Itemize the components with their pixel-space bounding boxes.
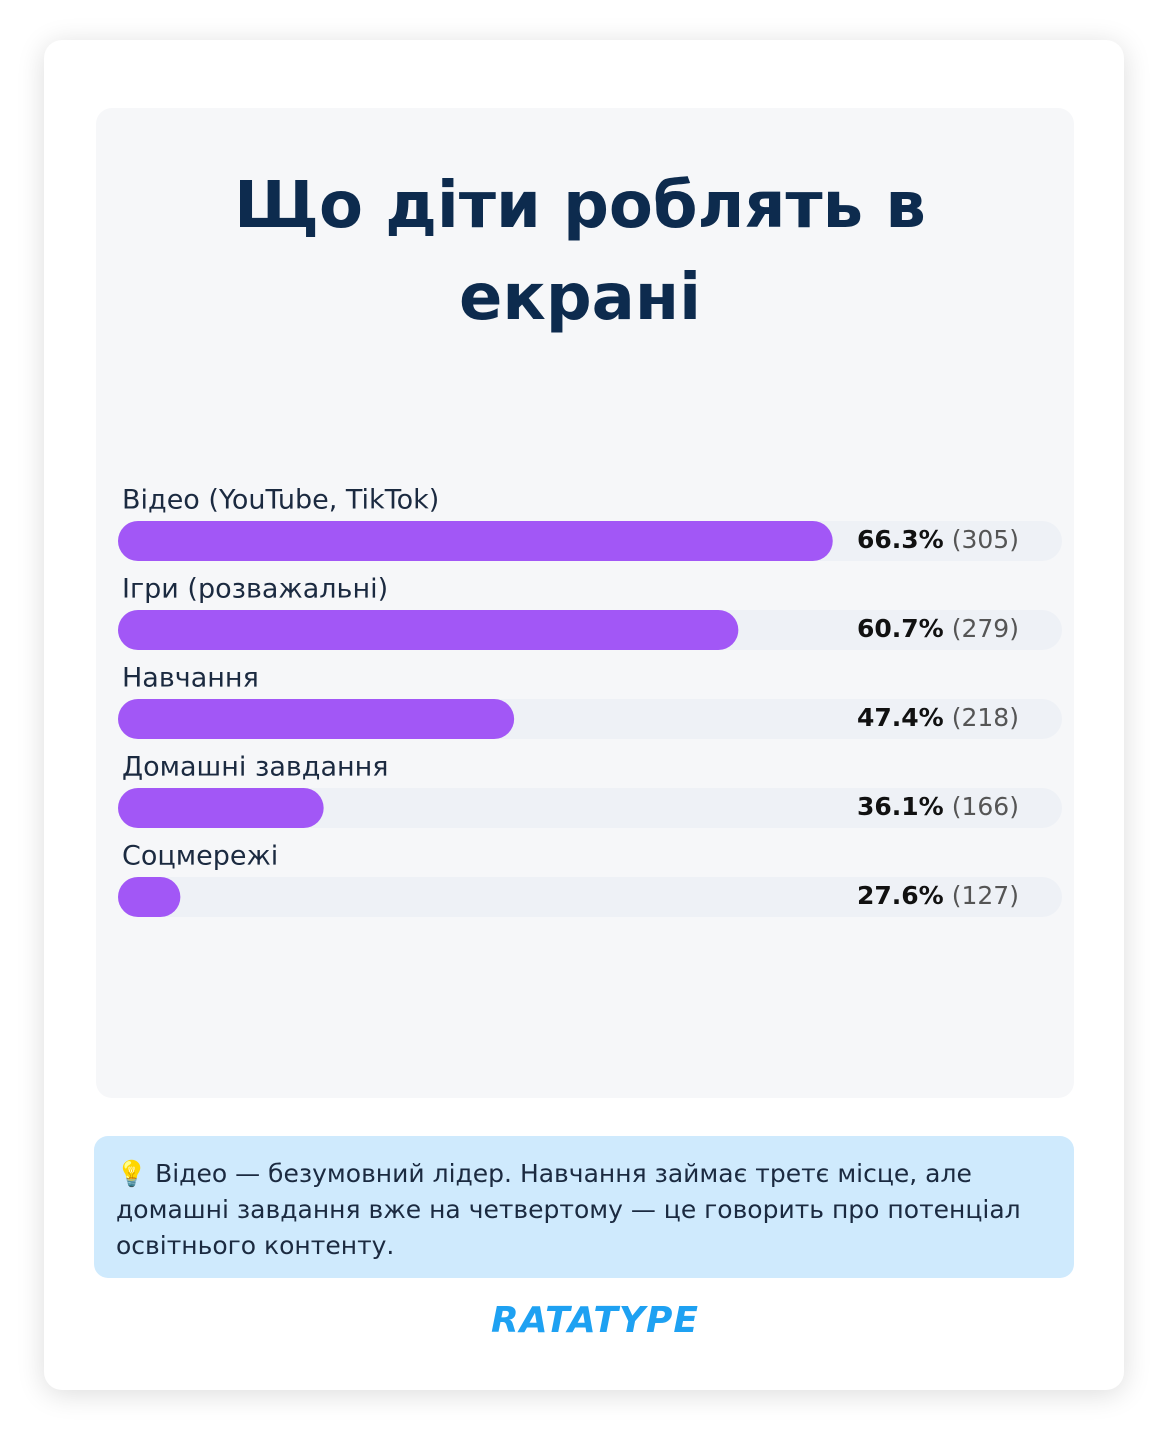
- bar: [118, 788, 324, 828]
- brand-logo: RATATYPE: [491, 1300, 699, 1341]
- note: 💡 Відео — безумовний лідер. Навчання зай…: [94, 1136, 1074, 1278]
- value-count: (218): [952, 703, 1019, 732]
- value-label: 66.3% (305): [857, 525, 1019, 554]
- value-percent: 66.3%: [857, 525, 944, 554]
- value-percent: 27.6%: [857, 881, 944, 910]
- chart-panel: [96, 108, 1074, 1098]
- value-count: (305): [952, 525, 1019, 554]
- value-count: (166): [952, 792, 1019, 821]
- category-label: Домашні завдання: [122, 752, 389, 783]
- bar-track: [118, 877, 1062, 917]
- bar: [118, 610, 739, 650]
- value-label: 47.4% (218): [857, 703, 1019, 732]
- category-label: Навчання: [122, 663, 259, 694]
- value-label: 36.1% (166): [857, 792, 1019, 821]
- category-label: Ігри (розважальні): [122, 574, 388, 605]
- value-percent: 60.7%: [857, 614, 944, 643]
- bar-track: [118, 788, 1062, 828]
- bar: [118, 699, 515, 739]
- bar: [118, 521, 833, 561]
- value-label: 60.7% (279): [857, 614, 1019, 643]
- value-count: (279): [952, 614, 1019, 643]
- value-percent: 47.4%: [857, 703, 944, 732]
- category-label: Відео (YouTube, TikTok): [122, 485, 439, 516]
- chart-title: Що діти роблять в екрані: [234, 169, 926, 335]
- category-label: Соцмережі: [122, 841, 278, 872]
- bar: [118, 877, 181, 917]
- value-count: (127): [952, 881, 1019, 910]
- chart: Відео (YouTube, TikTok) 66.3% (305) Ігри (р…: [118, 484, 1062, 917]
- value-percent: 36.1%: [857, 792, 944, 821]
- value-label: 27.6% (127): [857, 881, 1019, 910]
